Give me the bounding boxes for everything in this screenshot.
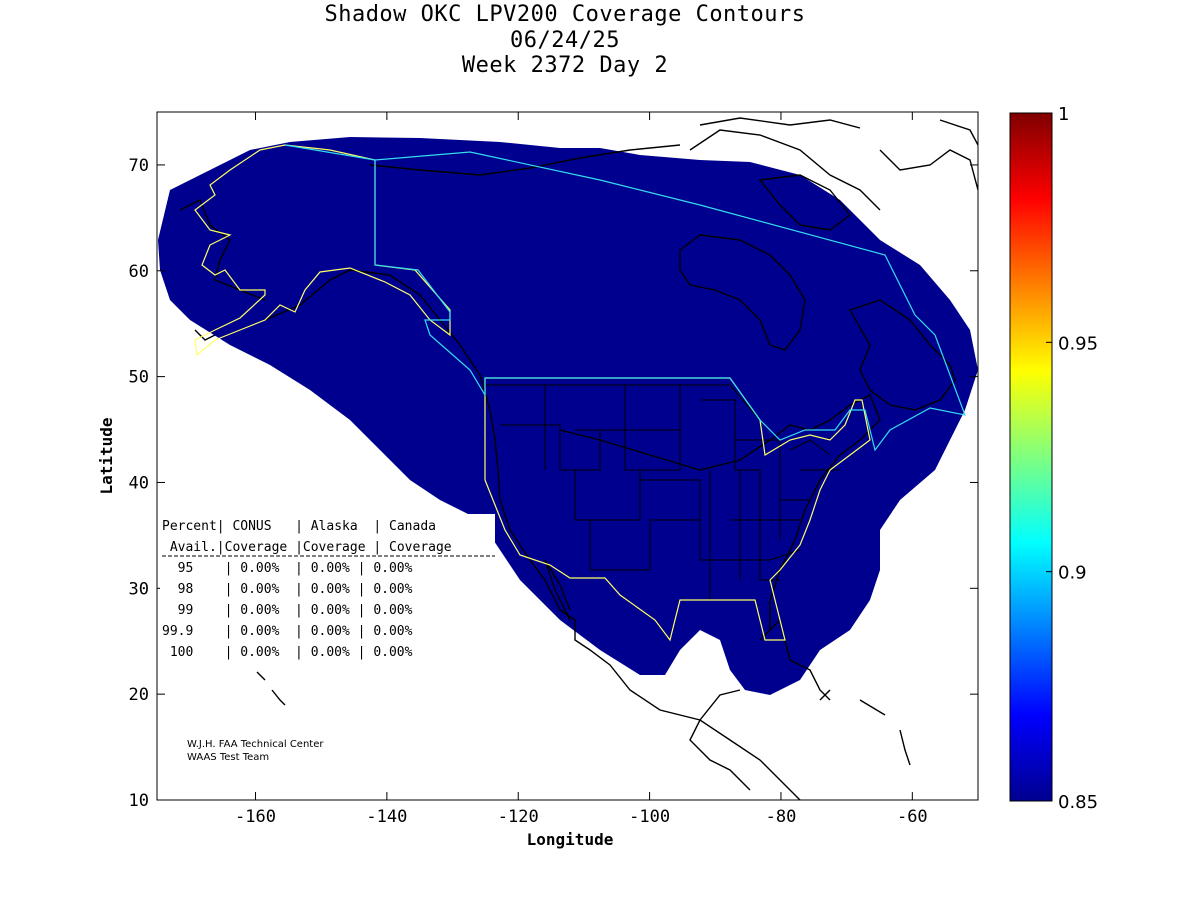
canada-boundary (284, 144, 966, 452)
y-tick-label: 70 (129, 156, 149, 176)
y-tick-label: 60 (129, 262, 149, 282)
y-tick-label: 30 (129, 579, 149, 599)
chart-title: Shadow OKC LPV200 Coverage Contours (324, 2, 806, 27)
table-header-1: Percent| CONUS | Alaska | Canada (162, 519, 436, 534)
table-header-2: Avail.|Coverage |Coverage | Coverage (162, 540, 452, 555)
x-tick-label: -60 (897, 807, 928, 827)
table-background (160, 514, 495, 664)
y-axis-label: Latitude (97, 417, 116, 494)
table-row: 100 | 0.00% | 0.00% | 0.00% (162, 645, 413, 660)
colorbar-tick-label: 0.85 (1058, 792, 1098, 813)
credit-line-1: W.J.H. FAA Technical Center (187, 739, 324, 750)
x-tick-label: -100 (629, 807, 670, 827)
table-row: 95 | 0.00% | 0.00% | 0.00% (162, 561, 413, 576)
x-tick-label: -120 (498, 807, 539, 827)
y-tick-label: 40 (129, 473, 149, 493)
chart-week: Week 2372 Day 2 (461, 53, 669, 78)
plot-frame (156, 111, 979, 801)
x-axis-label: Longitude (527, 830, 614, 849)
y-tick-label: 20 (129, 685, 149, 705)
y-tick-label: 50 (129, 368, 149, 388)
x-tick-label: -140 (366, 807, 407, 827)
credit-line-2: WAAS Test Team (187, 752, 269, 763)
table-row: 99 | 0.00% | 0.00% | 0.00% (162, 603, 413, 618)
state-boundaries (485, 384, 840, 600)
table-row: 98 | 0.00% | 0.00% | 0.00% (162, 582, 413, 597)
colorbar-tick-label: 0.95 (1058, 333, 1098, 354)
region-boundaries (194, 144, 966, 642)
colorbar-tick-label: 0.9 (1058, 563, 1087, 584)
x-tick-label: -80 (766, 807, 797, 827)
x-tick-label: -160 (235, 807, 276, 827)
chart-date: 06/24/25 (510, 28, 620, 53)
conus-boundary (484, 377, 871, 642)
colorbar (1009, 112, 1053, 802)
alaska-boundary (194, 144, 451, 357)
y-tick-label: 10 (129, 791, 149, 811)
coverage-table: Percent| CONUS | Alaska | Canada Avail.|… (160, 514, 495, 664)
table-row: 99.9 | 0.00% | 0.00% | 0.00% (162, 624, 413, 639)
coverage-region (158, 137, 978, 695)
colorbar-tick-label: 1 (1058, 104, 1069, 125)
